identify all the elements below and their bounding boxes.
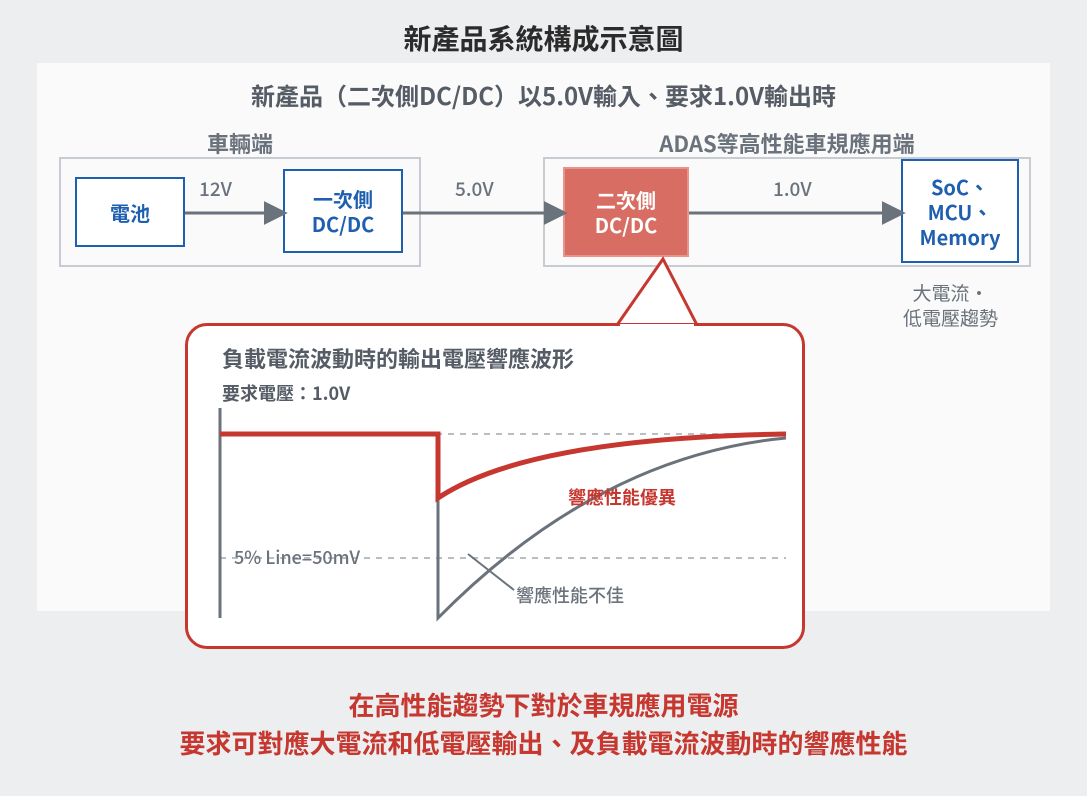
bottom-summary: 在高性能趨勢下對於車規應用電源 要求可對應大電流和低電壓輸出、及負載電流波動時的…: [0, 686, 1087, 761]
bottom-line1: 在高性能趨勢下對於車規應用電源: [348, 686, 738, 723]
bottom-line2: 要求可對應大電流和低電壓輸出、及負載電流波動時的響應性能: [179, 724, 907, 761]
page-title: 新產品系統構成示意圖: [0, 0, 1087, 58]
main-panel: 新產品（二次側DC/DC）以5.0V輸入、要求1.0V輸出時 車輛端 ADAS等…: [36, 62, 1051, 612]
pointer-mask: [37, 63, 1052, 663]
